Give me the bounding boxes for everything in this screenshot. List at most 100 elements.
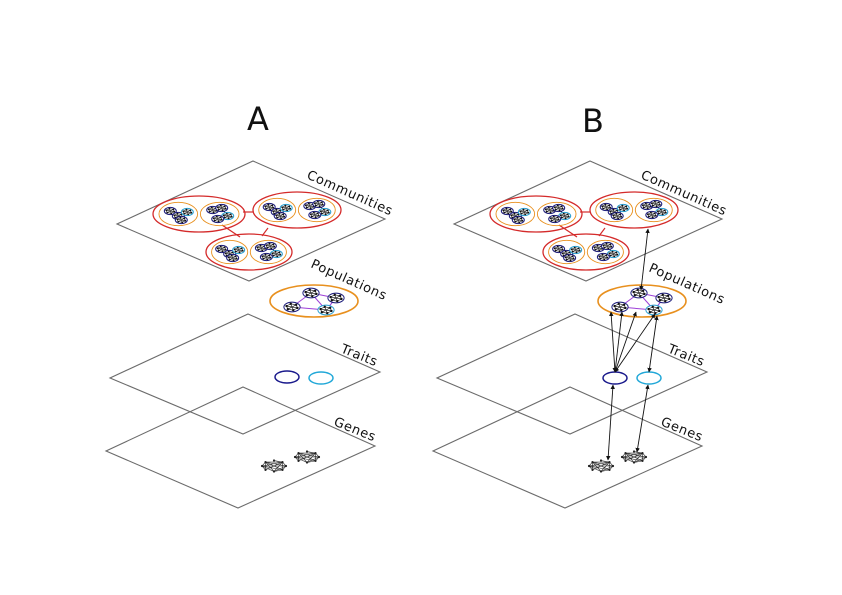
gene-edge (625, 452, 635, 463)
individual-edge (658, 210, 666, 214)
individual-edge (595, 246, 602, 250)
individual-dot (570, 248, 573, 251)
population-outline (211, 239, 249, 265)
gene-edge (600, 469, 610, 472)
individual-dot (567, 254, 570, 257)
individual-dot (340, 297, 343, 301)
individual-dot (611, 250, 614, 253)
individual-dot (654, 311, 657, 315)
individual-dot (617, 217, 620, 220)
individual-dot (601, 253, 604, 256)
individual-dot (549, 211, 552, 214)
individual-dot (554, 249, 557, 252)
individual-node (273, 211, 287, 221)
individual-node (263, 241, 277, 251)
gene-edge (625, 452, 643, 462)
individual-dot (284, 204, 287, 207)
individual-dot (620, 215, 623, 218)
individual-dot (601, 205, 604, 208)
individual-dot (221, 250, 224, 253)
individual-dot (319, 307, 322, 311)
individual-dot (602, 244, 605, 247)
gene-node (305, 461, 309, 464)
individual-dot (190, 211, 193, 214)
individual-dot (554, 220, 557, 223)
individual-dot (276, 216, 279, 219)
population-cluster (249, 239, 287, 265)
population-outline (249, 239, 287, 265)
individual-node (232, 245, 246, 255)
individual-dot (224, 252, 227, 255)
individual-dot (656, 210, 659, 213)
individual-dot (223, 216, 226, 219)
individual-node (599, 202, 613, 212)
individual-dot (648, 310, 652, 314)
individual-dot (651, 204, 654, 207)
individual-dot (569, 259, 572, 262)
trait-node-dark (274, 370, 300, 384)
individual-dot (181, 221, 184, 224)
individual-dot (650, 202, 653, 205)
traits-plane (108, 313, 382, 435)
individual-node (500, 206, 514, 216)
individual-edge (515, 218, 522, 222)
individual-dot (324, 213, 327, 216)
individual-node (221, 211, 235, 221)
genes-label: Genes (332, 415, 379, 445)
individual-dot (554, 208, 557, 211)
individual-dot (613, 216, 616, 219)
individual-dot (556, 216, 559, 219)
individual-dot (617, 302, 620, 306)
population-cluster (199, 201, 240, 227)
individual-dot (308, 288, 311, 292)
individual-node (163, 206, 177, 216)
individual-dot (598, 255, 601, 258)
individual-dot (271, 252, 274, 255)
individual-node (569, 245, 583, 255)
individual-dot (286, 307, 290, 311)
individual-edge (610, 252, 617, 256)
individual-dot (274, 250, 277, 253)
individual-edge (600, 255, 607, 259)
individual-edge (287, 304, 297, 310)
individual-dot (320, 310, 324, 314)
individual-dot (276, 255, 279, 258)
population-outline (199, 201, 240, 227)
individual-dot (561, 248, 564, 251)
individual-edge (267, 244, 274, 248)
individual-dot (219, 245, 222, 248)
individual-node (302, 287, 320, 299)
individual-dot (323, 305, 326, 309)
genes-plane (431, 386, 704, 509)
individual-dot (646, 207, 649, 210)
individual-node (211, 214, 225, 224)
individual-dot (608, 204, 611, 207)
individual-dot (622, 303, 626, 307)
community (489, 195, 583, 233)
individual-dot (318, 205, 321, 208)
individual-edge (634, 290, 644, 296)
individual-edge (175, 214, 182, 218)
individual-dot (328, 306, 332, 310)
individual-edge (321, 210, 329, 214)
individual-dot (269, 256, 272, 259)
individual-dot (619, 208, 622, 211)
trait-node-light (308, 371, 334, 385)
gene-edge (592, 461, 610, 471)
individual-node (215, 203, 229, 213)
individual-dot (557, 218, 560, 221)
gene-node (624, 459, 627, 462)
individual-dot (656, 306, 660, 310)
population-network (269, 284, 359, 318)
individual-node (283, 301, 301, 313)
individual-dot (296, 306, 299, 310)
individual-dot (279, 253, 282, 256)
individual-node (317, 304, 335, 316)
individual-dot (212, 217, 215, 220)
individual-dot (509, 208, 512, 211)
individual-edge (643, 204, 651, 208)
individual-dot (273, 245, 276, 248)
individual-dot (575, 251, 578, 254)
individual-dot (319, 210, 322, 213)
